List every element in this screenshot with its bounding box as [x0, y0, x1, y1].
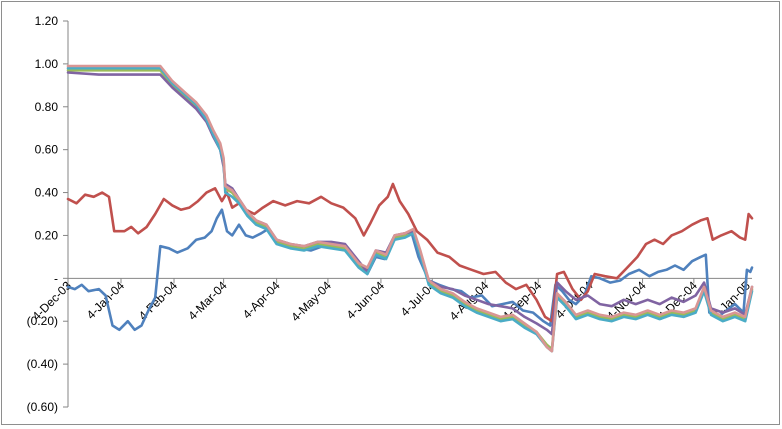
- series-layer: [66, 64, 754, 353]
- x-tick-label: 4-Jun-04: [344, 278, 388, 322]
- y-tick-label: 0.60: [35, 143, 59, 157]
- series-line-6: [66, 64, 754, 353]
- y-tick-label: -: [54, 271, 58, 285]
- x-tick-label: 4-Mar-04: [185, 278, 230, 323]
- y-axis: 1.20 1.00 0.80 0.60 0.40 0.20 - (0.20) (0.40) (0.…: [27, 14, 69, 414]
- y-tick-label: (0.20): [27, 314, 58, 328]
- y-tick-label: 0.80: [35, 100, 59, 114]
- line-chart: 1.20 1.00 0.80 0.60 0.40 0.20 - (0.20) (0.40) (0.…: [27, 14, 754, 414]
- y-tick-label: 0.20: [35, 228, 59, 242]
- x-tick-label: 4-May-04: [288, 278, 334, 324]
- y-tick-label: 0.40: [35, 186, 59, 200]
- x-tick-label: 4-Apr-04: [240, 278, 283, 321]
- y-tick-label: (0.40): [27, 357, 58, 371]
- x-tick-label: 4-Feb-04: [136, 278, 181, 323]
- y-tick-label: (0.60): [27, 400, 58, 414]
- series-line-2: [66, 182, 754, 323]
- y-tick-label: 1.20: [35, 14, 59, 28]
- y-tick-label: 1.00: [35, 57, 59, 71]
